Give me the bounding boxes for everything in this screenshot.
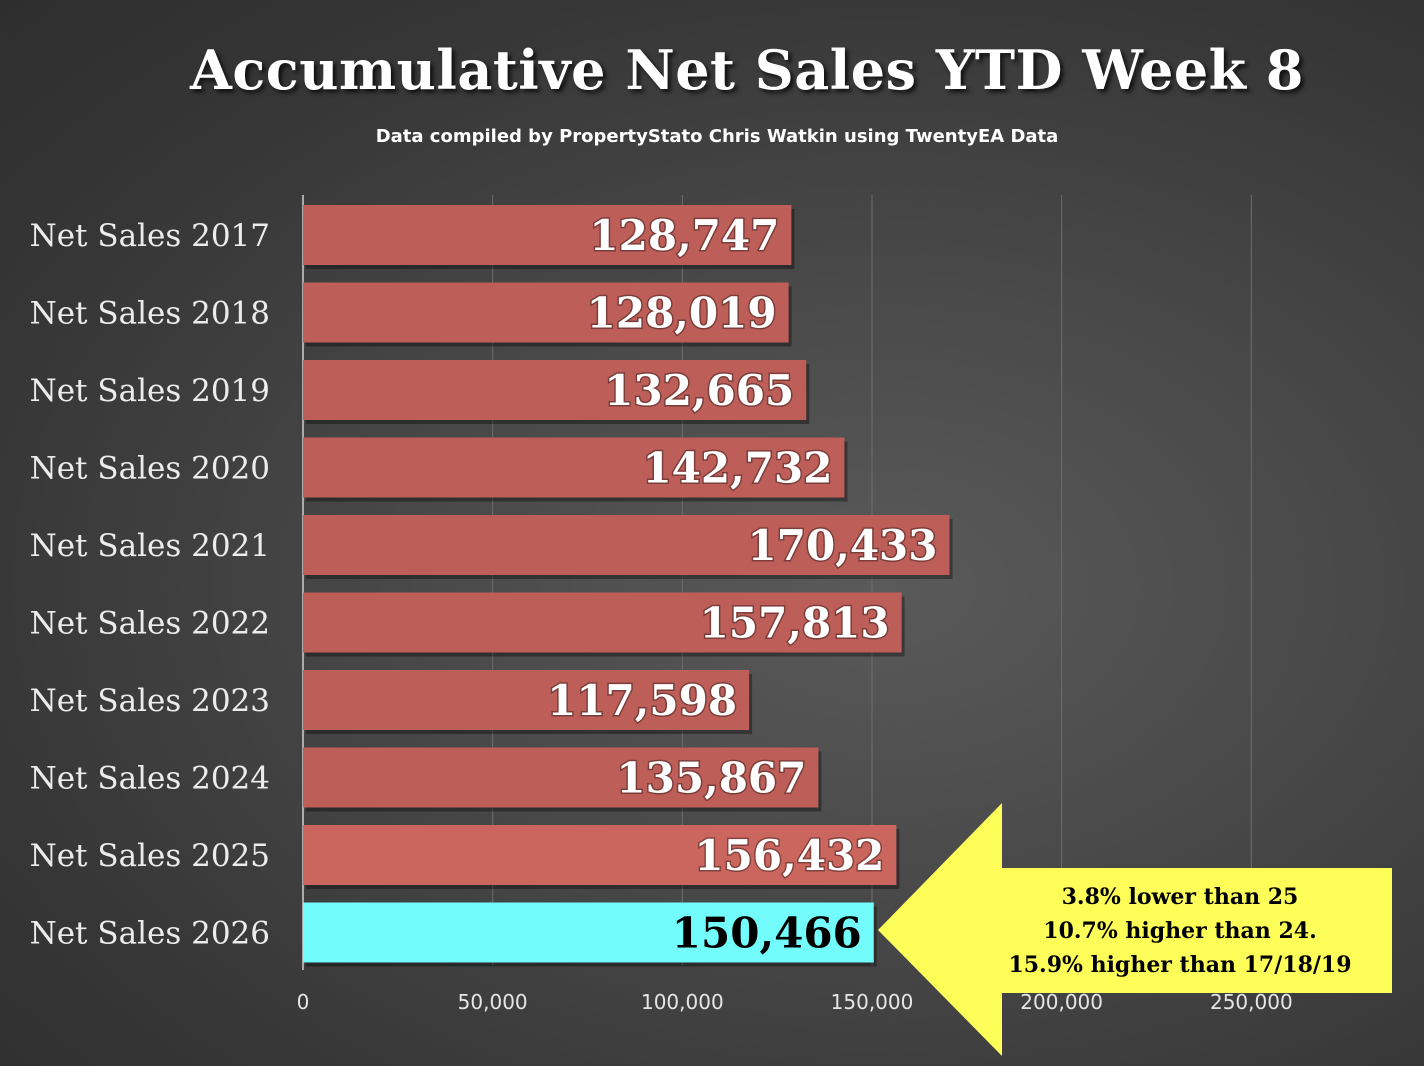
bar	[303, 592, 902, 653]
bar	[303, 205, 792, 265]
category-labels: Net Sales 2017 Net Sales 2018 Net Sales 20…	[30, 218, 270, 952]
bar	[303, 670, 750, 730]
bar	[303, 902, 874, 963]
value-labels: 128,747 128,019 132,665 142,732 170,433 157,8…	[546, 210, 939, 958]
bars	[303, 205, 953, 967]
chart-title: Accumulative Net Sales YTD Week 8	[190, 38, 1304, 102]
category-label: Net Sales 2017	[30, 218, 270, 254]
value-label: 128,019	[587, 289, 777, 338]
x-axis-ticks: 0 50,000 100,000 150,000 200,000 250,000	[297, 990, 1293, 1014]
category-label: Net Sales 2021	[30, 528, 270, 564]
x-tick-label: 200,000	[1020, 990, 1103, 1014]
x-tick-label: 150,000	[831, 990, 914, 1014]
value-label: 150,466	[672, 909, 862, 958]
x-tick-label: 0	[297, 990, 310, 1014]
callout-line-3: 15.9% higher than 17/18/19	[1008, 952, 1352, 978]
callout-arrow	[878, 803, 1392, 1056]
chart-subtitle: Data compiled by PropertyStato Chris Wat…	[375, 126, 1059, 147]
x-tick-label: 50,000	[458, 990, 528, 1014]
category-label: Net Sales 2022	[30, 606, 270, 642]
callout-line-2: 10.7% higher than 24.	[1043, 918, 1317, 944]
category-label: Net Sales 2019	[30, 373, 270, 409]
bar	[303, 437, 845, 498]
value-label: 156,432	[694, 831, 884, 880]
category-label: Net Sales 2018	[30, 296, 270, 332]
value-label: 170,433	[748, 521, 938, 570]
value-label: 142,732	[642, 444, 832, 493]
category-label: Net Sales 2024	[30, 761, 270, 797]
value-label: 132,665	[604, 366, 794, 415]
category-label: Net Sales 2025	[30, 838, 270, 874]
value-label: 128,747	[589, 211, 779, 260]
x-tick-label: 250,000	[1210, 990, 1293, 1014]
category-label: Net Sales 2023	[30, 683, 270, 719]
value-label: 117,598	[547, 676, 737, 725]
bar	[303, 360, 807, 420]
value-label: 157,813	[700, 599, 890, 648]
callout-line-1: 3.8% lower than 25	[1061, 884, 1299, 910]
bar	[303, 515, 950, 575]
category-label: Net Sales 2020	[30, 451, 270, 487]
bar	[303, 282, 789, 343]
bar	[303, 825, 897, 885]
category-label: Net Sales 2026	[30, 916, 270, 952]
value-label: 135,867	[616, 754, 806, 803]
bar	[303, 747, 819, 808]
x-tick-label: 100,000	[641, 990, 724, 1014]
